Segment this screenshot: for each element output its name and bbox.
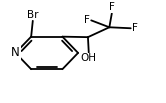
Text: F: F xyxy=(132,23,138,33)
Text: OH: OH xyxy=(81,53,97,63)
Text: F: F xyxy=(109,2,115,12)
Text: N: N xyxy=(11,46,20,59)
Text: Br: Br xyxy=(27,10,39,20)
Text: F: F xyxy=(84,15,90,25)
